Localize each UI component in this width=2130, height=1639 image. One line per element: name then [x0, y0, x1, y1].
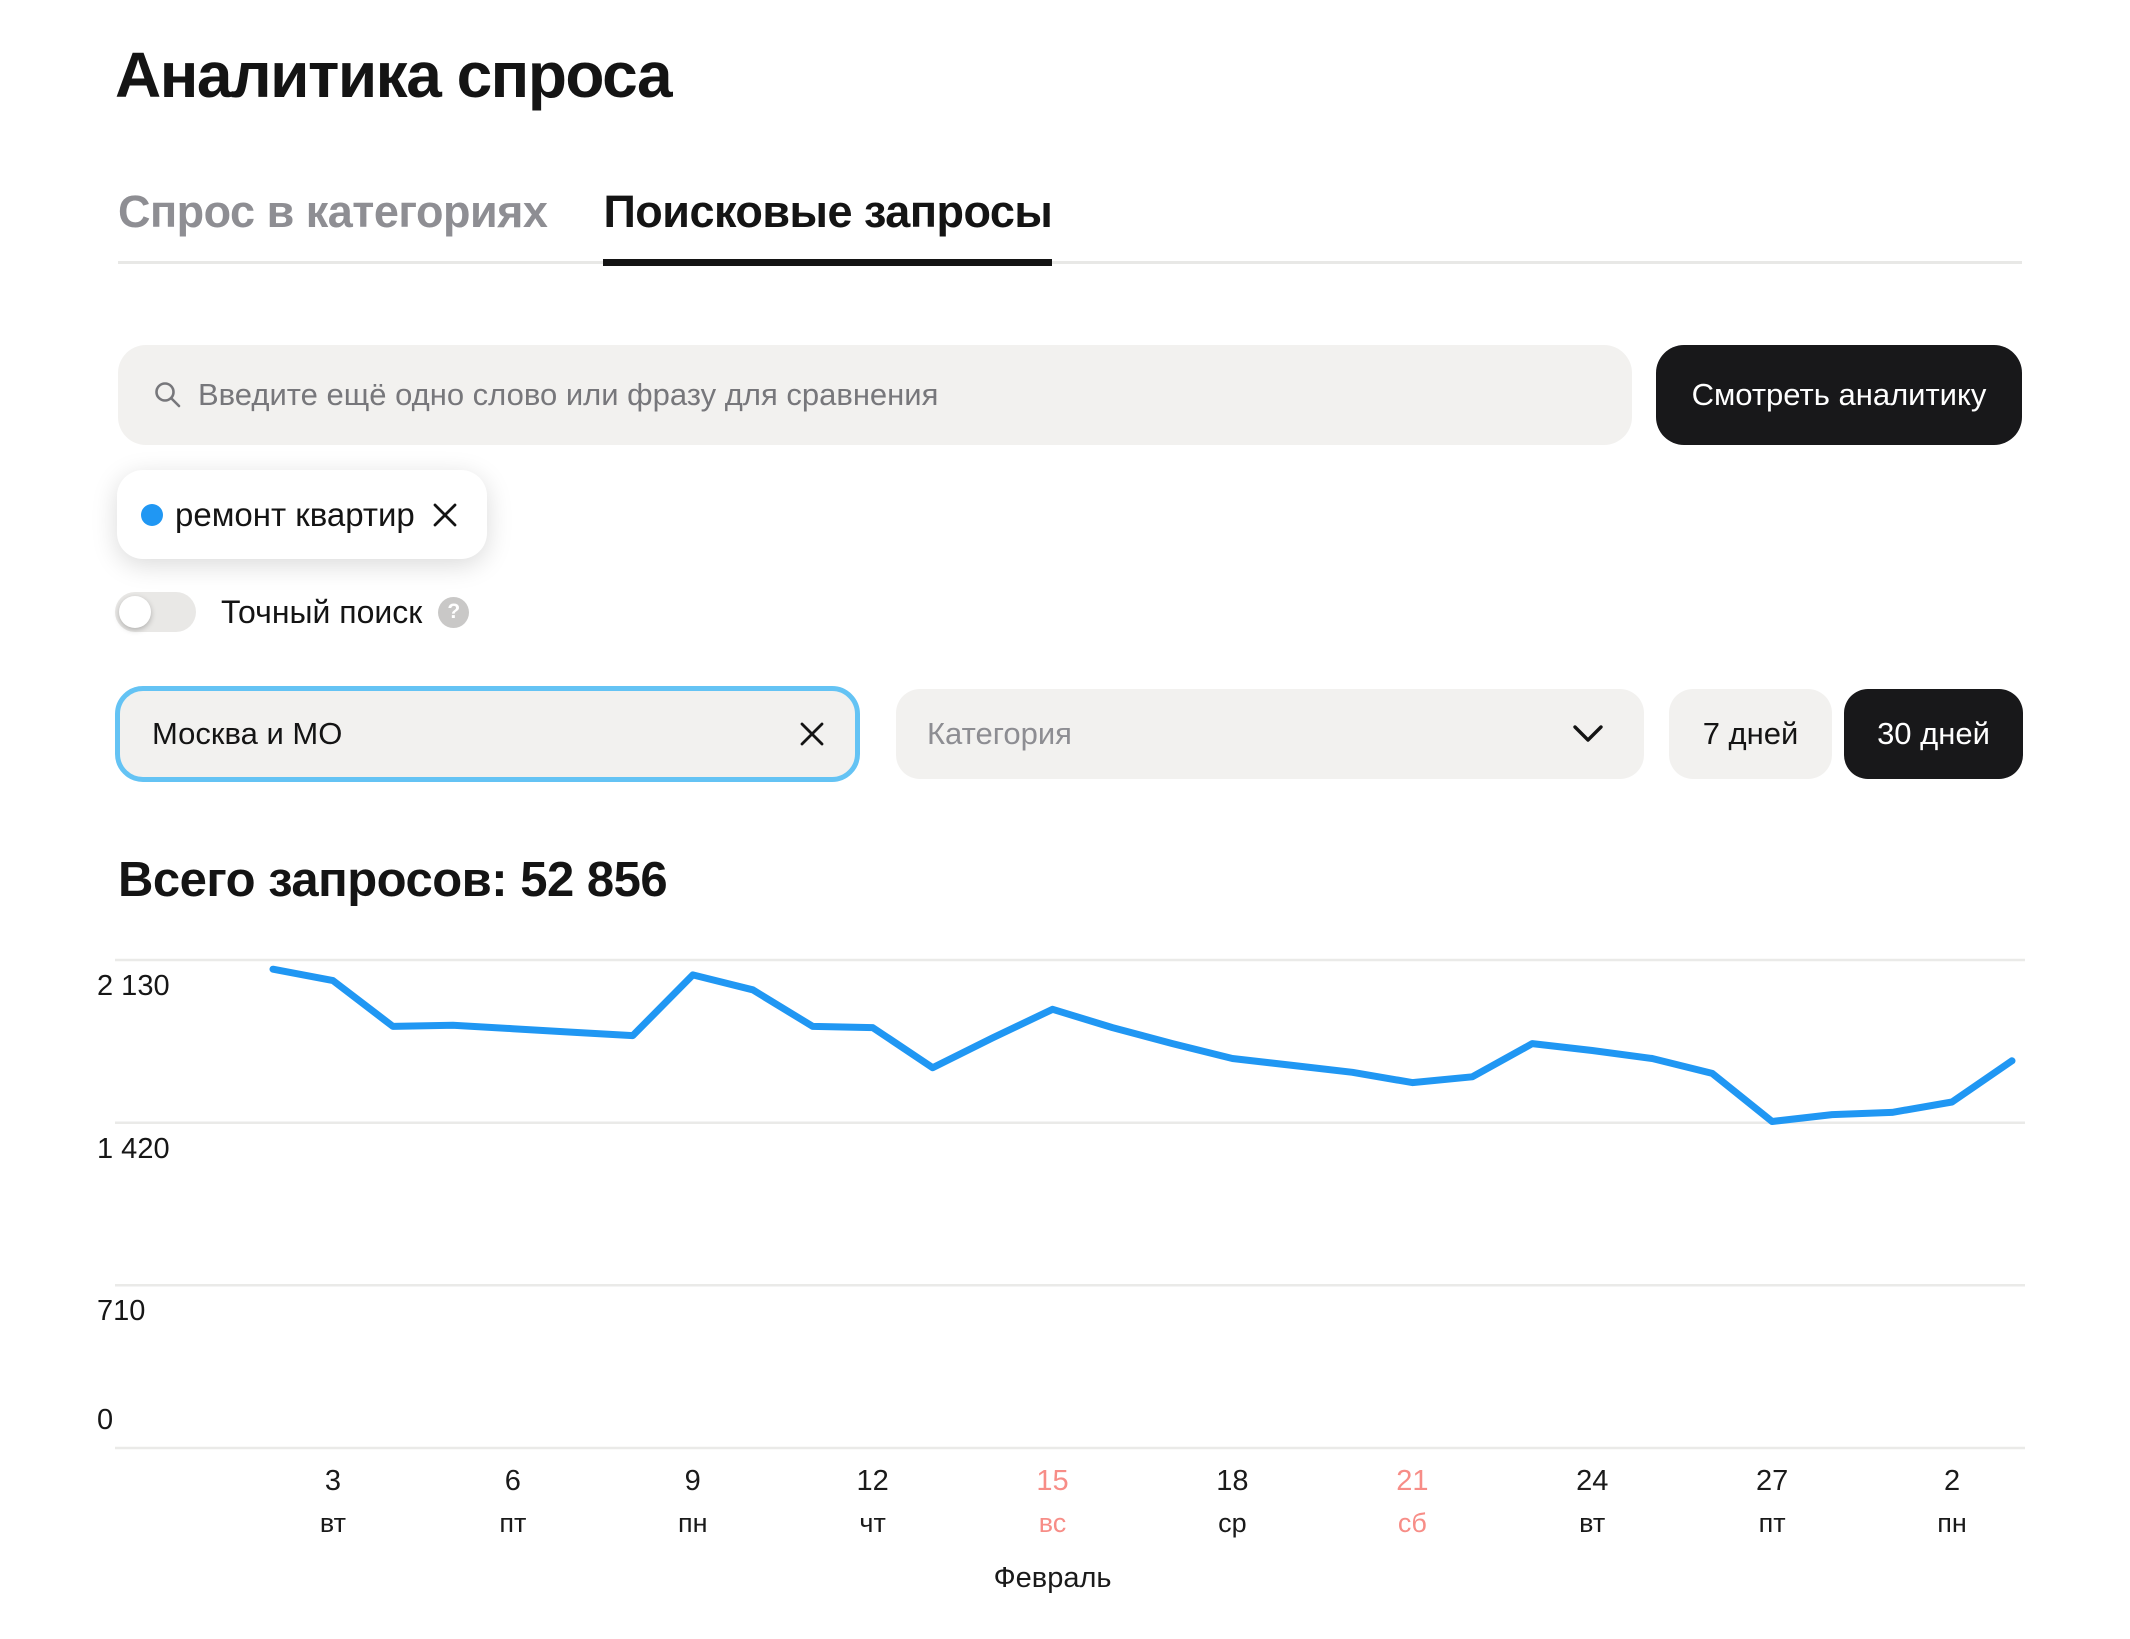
region-clear-icon[interactable]	[795, 717, 829, 751]
help-icon[interactable]: ?	[438, 596, 470, 628]
view-analytics-button[interactable]: Смотреть аналитику	[1656, 345, 2022, 445]
total-queries-value: 52 856	[520, 853, 668, 907]
query-chip[interactable]: ремонт квартир	[117, 470, 487, 559]
period-7-days-button[interactable]: 7 дней	[1669, 689, 1832, 779]
toggle-knob	[119, 596, 151, 628]
total-queries-label: Всего запросов:	[118, 853, 508, 907]
chart-area: 2 130 1 420 710 0 3 вт 6 пт 9 пн 12 чт 15 вс 18 ср 21 сб 2…	[95, 945, 2030, 1639]
demand-line	[269, 965, 2016, 1125]
y-axis-label: 710	[97, 1295, 146, 1328]
x-axis-label: 18 ср	[1216, 1465, 1249, 1538]
region-filter-value: Москва и МО	[152, 716, 343, 751]
search-icon	[155, 382, 181, 408]
x-axis-label: 24 вт	[1576, 1465, 1609, 1538]
query-chip-label: ремонт квартир	[175, 495, 415, 533]
x-axis-label: 21 сб	[1396, 1465, 1429, 1538]
exact-search-row: Точный поиск ?	[115, 592, 470, 632]
chip-remove-icon[interactable]	[429, 499, 461, 531]
exact-search-toggle[interactable]	[115, 592, 196, 632]
x-axis-label: 9 пн	[677, 1465, 708, 1538]
category-placeholder: Категория	[927, 716, 1072, 751]
query-color-dot	[141, 503, 163, 526]
filters-row: Москва и МО Категория 7 дней 30 дней	[115, 686, 2030, 782]
chart-svg	[115, 958, 2025, 1450]
search-input[interactable]: Введите ещё одно слово или фразу для сра…	[118, 345, 1632, 445]
x-axis-label: 15 вс	[1036, 1465, 1069, 1538]
exact-search-label: Точный поиск	[221, 593, 423, 630]
month-label: Февраль	[993, 1562, 1112, 1594]
total-queries-title: Всего запросов: 52 856	[118, 852, 668, 908]
y-axis-label: 2 130	[97, 970, 170, 1002]
y-axis-label: 0	[97, 1404, 114, 1436]
page-title: Аналитика спроса	[115, 39, 673, 111]
x-axis-label: 12 чт	[856, 1465, 889, 1538]
period-30-days-button[interactable]: 30 дней	[1844, 689, 2023, 779]
chevron-down-icon	[1573, 725, 1603, 742]
region-filter-input[interactable]: Москва и МО	[115, 686, 860, 782]
x-axis-label: 27 пт	[1755, 1465, 1789, 1538]
y-axis-label: 1 420	[97, 1132, 170, 1165]
tabs-bar: Спрос в категориях Поисковые запросы	[118, 186, 2022, 266]
x-axis-label: 6 пт	[499, 1465, 527, 1538]
x-axis-label: 2 пн	[1937, 1465, 1967, 1538]
search-row: Введите ещё одно слово или фразу для сра…	[118, 345, 2022, 445]
category-filter-select[interactable]: Категория	[896, 689, 1644, 779]
tab-demand-in-categories[interactable]: Спрос в категориях	[118, 186, 548, 237]
x-axis-label: 3 вт	[319, 1465, 347, 1538]
tab-search-queries[interactable]: Поисковые запросы	[603, 186, 1053, 266]
view-analytics-label: Смотреть аналитику	[1691, 377, 1987, 412]
search-placeholder: Введите ещё одно слово или фразу для сра…	[198, 377, 939, 412]
